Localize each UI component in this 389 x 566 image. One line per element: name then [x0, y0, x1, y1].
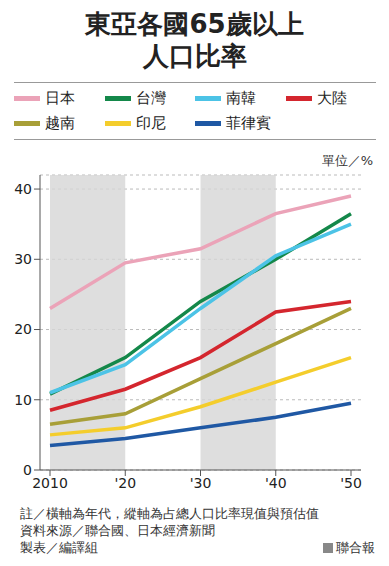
svg-text:40: 40 — [14, 181, 32, 197]
html-text:菲律賓: 菲律賓 — [226, 114, 271, 132]
html-text:聯合報: 聯合報 — [336, 540, 375, 555]
svg-text:0: 0 — [23, 462, 32, 478]
html-text:台灣: 台灣 — [135, 89, 166, 107]
svg-text:'20: '20 — [114, 475, 136, 491]
svg-text:2010: 2010 — [32, 475, 68, 491]
html-text:南韓: 南韓 — [226, 89, 256, 107]
html-text:人口比率: 人口比率 — [142, 41, 247, 71]
html-text:大陸: 大陸 — [316, 89, 347, 107]
svg-text:'40: '40 — [265, 475, 287, 491]
html-text:製表／編譯組: 製表／編譯組 — [20, 540, 98, 555]
html-text:單位／%: 單位／% — [321, 153, 373, 168]
svg-text:30: 30 — [14, 251, 32, 267]
html-text:日本: 日本 — [45, 89, 75, 107]
html-text:註／橫軸為年代，縱軸為占總人口比率現值與預估值: 註／橫軸為年代，縱軸為占總人口比率現值與預估值 — [20, 506, 319, 521]
html-text:印尼: 印尼 — [135, 114, 166, 132]
html-text:東亞各國65歲以上: 東亞各國65歲以上 — [85, 9, 304, 39]
svg-text:'50: '50 — [340, 475, 362, 491]
html-text:資料來源／聯合國、日本經濟新聞: 資料來源／聯合國、日本經濟新聞 — [20, 523, 215, 538]
svg-text:20: 20 — [14, 321, 32, 337]
svg-text:10: 10 — [14, 392, 32, 408]
svg-text:'30: '30 — [190, 475, 212, 491]
html-text:越南: 越南 — [45, 114, 75, 132]
